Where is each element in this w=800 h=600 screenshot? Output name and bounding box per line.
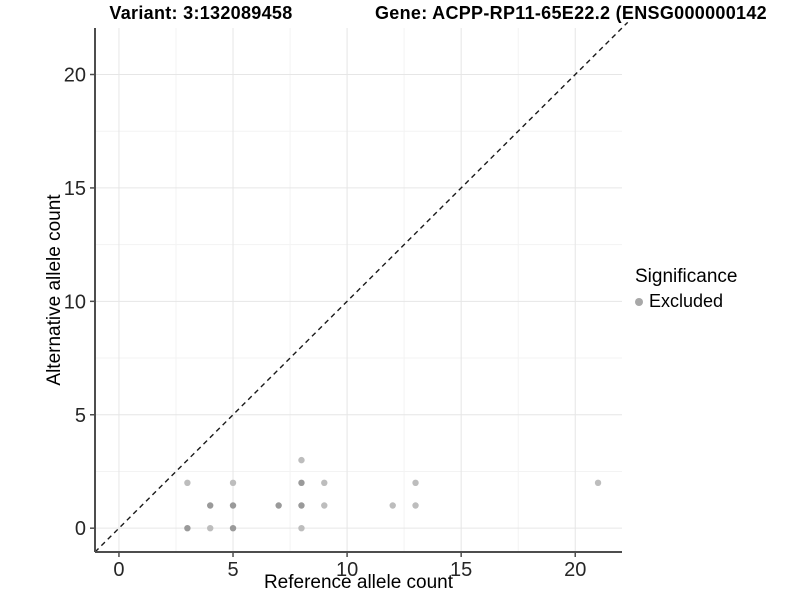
excluded-point-icon	[635, 297, 643, 306]
data-point	[229, 479, 237, 487]
data-point	[229, 502, 237, 509]
y-tick-label: 5	[75, 405, 86, 427]
x-tick-label: 20	[564, 559, 586, 581]
data-point	[321, 479, 328, 487]
y-tick-label: 10	[64, 291, 86, 313]
data-point	[184, 524, 191, 532]
y-axis-label: Alternative allele count	[44, 194, 65, 386]
legend-item-label: Excluded	[649, 291, 724, 311]
data-point	[389, 502, 396, 509]
data-point	[298, 456, 305, 464]
x-tick-label: 0	[113, 559, 124, 581]
plot-title-gene: Gene: ACPP-RP11-65E22.2 (ENSG000000142	[375, 3, 767, 23]
x-tick-label: 15	[450, 559, 472, 581]
data-point	[207, 524, 214, 532]
data-point	[321, 502, 328, 509]
data-point	[412, 479, 419, 487]
data-point	[298, 479, 305, 487]
legend-item-excluded: Excluded	[635, 291, 737, 312]
data-point	[298, 524, 305, 532]
data-point	[184, 479, 191, 487]
y-tick-label: 15	[64, 178, 86, 200]
identity-line	[94, 21, 629, 553]
data-point	[207, 502, 214, 509]
data-point	[229, 524, 237, 532]
plot-title-variant: Variant: 3:132089458	[109, 3, 293, 23]
data-point	[412, 502, 419, 509]
data-point	[298, 502, 305, 509]
legend-title: Significance	[635, 266, 738, 287]
legend: Significance Excluded	[635, 266, 737, 312]
data-point	[275, 502, 282, 509]
y-tick-label: 0	[75, 518, 86, 540]
x-tick-label: 10	[336, 559, 358, 581]
data-point	[594, 479, 602, 487]
y-tick-label: 20	[64, 65, 86, 87]
x-tick-label: 5	[227, 559, 238, 581]
x-axis-label: Reference allele count	[263, 572, 454, 593]
